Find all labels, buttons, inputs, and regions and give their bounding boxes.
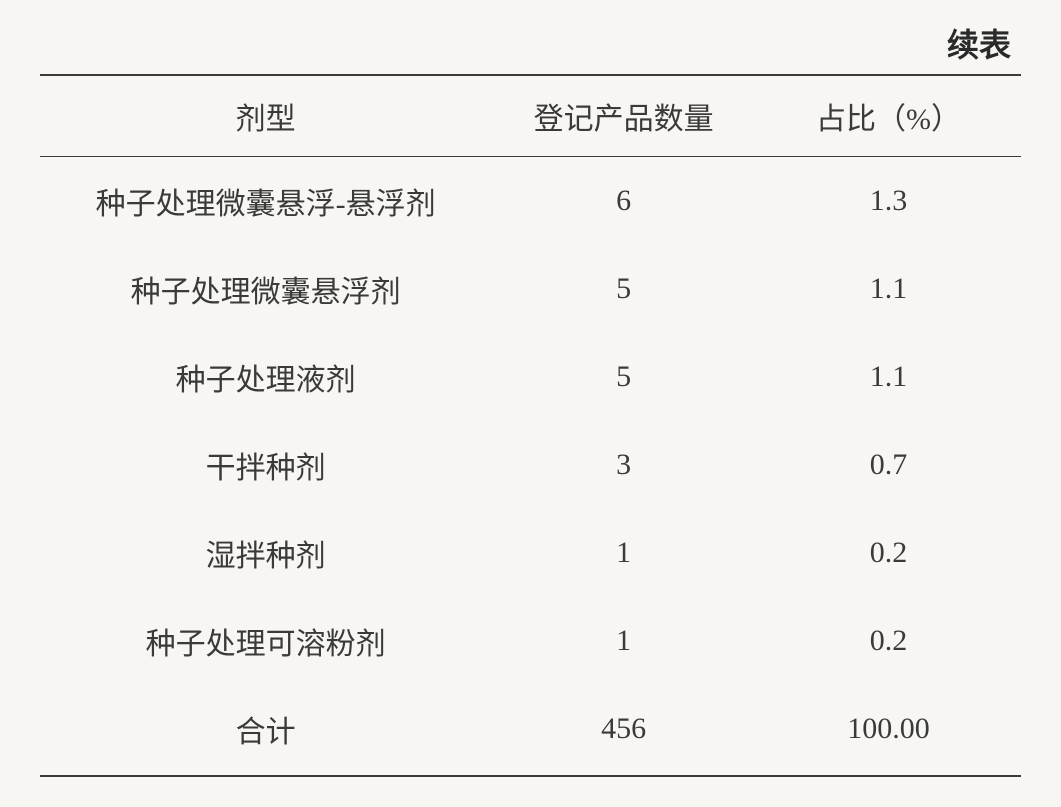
cell-formulation: 合计 — [40, 685, 491, 776]
cell-count: 5 — [491, 333, 756, 421]
cell-count: 5 — [491, 245, 756, 333]
cell-formulation: 种子处理液剂 — [40, 333, 491, 421]
cell-count: 1 — [491, 509, 756, 597]
cell-percent: 1.1 — [756, 245, 1021, 333]
cell-formulation: 湿拌种剂 — [40, 509, 491, 597]
cell-formulation: 种子处理微囊悬浮剂 — [40, 245, 491, 333]
cell-percent: 1.3 — [756, 157, 1021, 246]
table-row: 湿拌种剂 1 0.2 — [40, 509, 1021, 597]
table-header-row: 剂型 登记产品数量 占比（%） — [40, 75, 1021, 157]
cell-percent: 0.2 — [756, 509, 1021, 597]
cell-formulation: 干拌种剂 — [40, 421, 491, 509]
col-header-formulation: 剂型 — [40, 75, 491, 157]
cell-formulation: 种子处理微囊悬浮-悬浮剂 — [40, 157, 491, 246]
cell-formulation: 种子处理可溶粉剂 — [40, 597, 491, 685]
cell-percent: 1.1 — [756, 333, 1021, 421]
cell-percent: 100.00 — [756, 685, 1021, 776]
continuation-label: 续表 — [40, 20, 1021, 74]
table-row: 干拌种剂 3 0.7 — [40, 421, 1021, 509]
cell-count: 1 — [491, 597, 756, 685]
table-row: 种子处理微囊悬浮剂 5 1.1 — [40, 245, 1021, 333]
cell-count: 6 — [491, 157, 756, 246]
cell-percent: 0.2 — [756, 597, 1021, 685]
table-row: 种子处理可溶粉剂 1 0.2 — [40, 597, 1021, 685]
data-table: 剂型 登记产品数量 占比（%） 种子处理微囊悬浮-悬浮剂 6 1.3 种子处理微… — [40, 74, 1021, 777]
table-container: 续表 剂型 登记产品数量 占比（%） 种子处理微囊悬浮-悬浮剂 6 1.3 种子… — [0, 0, 1061, 807]
col-header-percent: 占比（%） — [756, 75, 1021, 157]
cell-count: 456 — [491, 685, 756, 776]
table-row-total: 合计 456 100.00 — [40, 685, 1021, 776]
col-header-count: 登记产品数量 — [491, 75, 756, 157]
cell-count: 3 — [491, 421, 756, 509]
table-row: 种子处理液剂 5 1.1 — [40, 333, 1021, 421]
table-row: 种子处理微囊悬浮-悬浮剂 6 1.3 — [40, 157, 1021, 246]
cell-percent: 0.7 — [756, 421, 1021, 509]
